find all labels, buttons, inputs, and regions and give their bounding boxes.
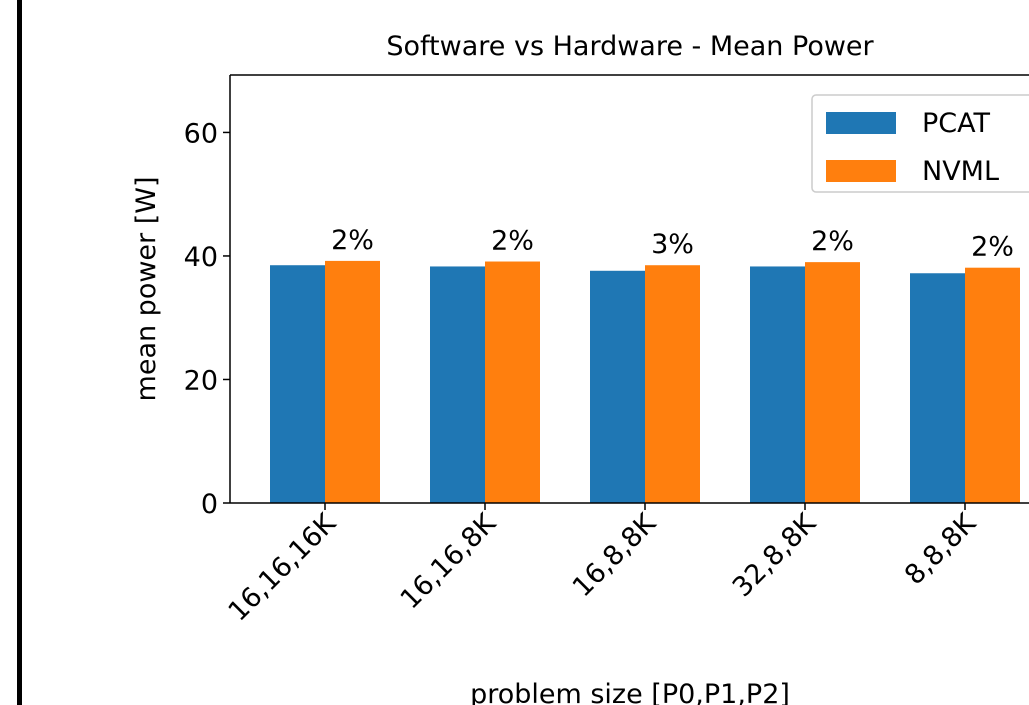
difference-label: 2%: [491, 226, 534, 257]
x-tick-label: 8,8,8K: [899, 507, 983, 591]
difference-label: 3%: [651, 229, 694, 260]
x-tick-label: 32,8,8K: [727, 507, 823, 603]
bar: [590, 270, 645, 503]
y-tick-label: 0: [201, 489, 218, 520]
legend-label: PCAT: [922, 108, 991, 139]
x-axis-label: problem size [P0,P1,P2]: [470, 679, 790, 705]
bar: [485, 261, 540, 503]
legend-swatch: [826, 112, 896, 134]
difference-label: 2%: [971, 232, 1014, 263]
legend-swatch: [826, 160, 896, 182]
bar: [270, 265, 325, 503]
x-tick-label: 16,16,8K: [395, 507, 503, 615]
bar: [325, 260, 380, 503]
y-tick-label: 20: [184, 365, 218, 396]
bar: [965, 267, 1020, 503]
y-tick-label: 40: [184, 242, 218, 273]
legend-label: NVML: [922, 156, 999, 187]
difference-label: 2%: [811, 226, 854, 257]
bar: [910, 273, 965, 503]
bar: [805, 262, 860, 503]
bar: [750, 266, 805, 503]
bar: [645, 265, 700, 503]
chart-title: Software vs Hardware - Mean Power: [386, 31, 874, 62]
y-tick-label: 60: [184, 118, 218, 149]
left-border: [17, 0, 22, 705]
x-tick-label: 16,8,8K: [567, 507, 663, 603]
x-tick-label: 16,16,16K: [222, 507, 342, 627]
y-axis-label: mean power [W]: [131, 177, 162, 402]
difference-label: 2%: [331, 225, 374, 256]
bar: [430, 266, 485, 503]
